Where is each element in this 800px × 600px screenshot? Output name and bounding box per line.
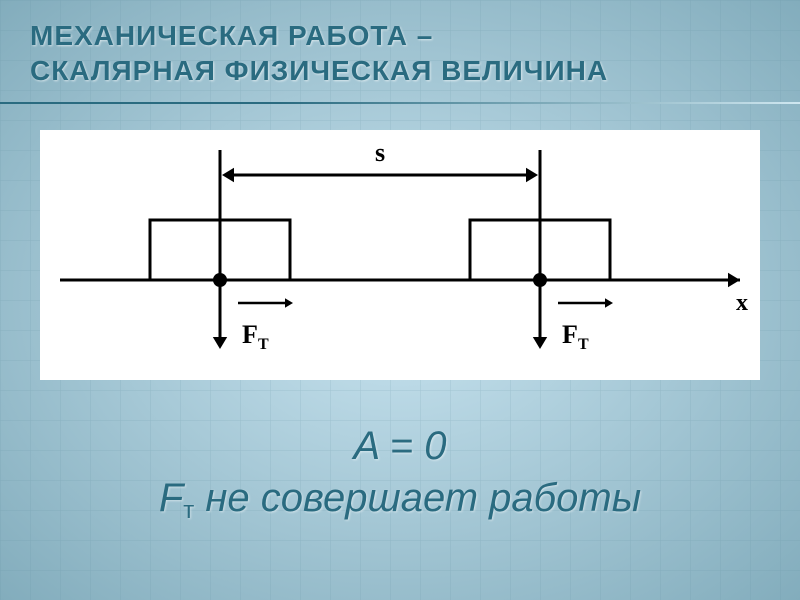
slide-title: МЕХАНИЧЕСКАЯ РАБОТА – СКАЛЯРНАЯ ФИЗИЧЕСК… — [30, 18, 770, 88]
formula-subscript: т — [183, 497, 194, 524]
slide: МЕХАНИЧЕСКАЯ РАБОТА – СКАЛЯРНАЯ ФИЗИЧЕСК… — [0, 0, 800, 600]
svg-text:s: s — [375, 138, 385, 167]
svg-text:Т: Т — [578, 336, 589, 353]
svg-text:x: x — [736, 290, 748, 316]
svg-text:F: F — [242, 320, 258, 349]
title-underline — [0, 102, 800, 104]
svg-text:F: F — [562, 320, 578, 349]
formula-symbol: F — [159, 476, 183, 520]
formula-line-1: A = 0 — [0, 420, 800, 472]
force-diagram: xsFТFТ — [40, 130, 760, 380]
formula-line-2: Fт не совершает работы — [0, 472, 800, 524]
diagram-svg: xsFТFТ — [40, 130, 760, 380]
svg-text:Т: Т — [258, 336, 269, 353]
formula-rest: не совершает работы — [194, 476, 641, 520]
formula-block: A = 0 Fт не совершает работы — [0, 420, 800, 524]
title-underline-grad — [0, 102, 800, 104]
